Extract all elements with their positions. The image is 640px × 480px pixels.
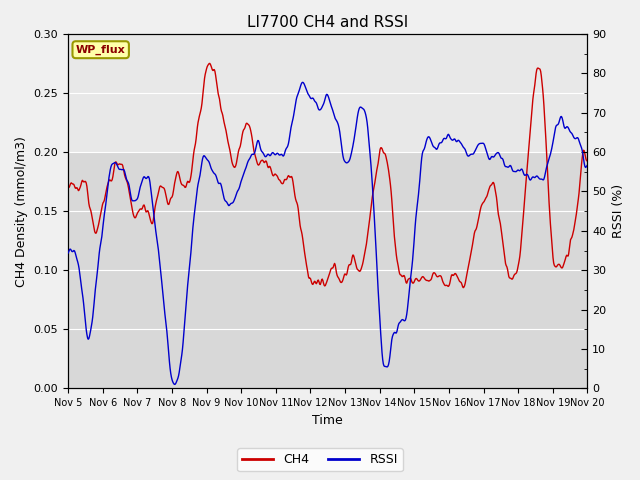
RSSI	[584, 162, 591, 168]
RSSI	[96, 245, 104, 251]
RSSI	[299, 79, 307, 85]
RSSI	[367, 162, 375, 168]
CH4	[460, 285, 467, 290]
CH4	[380, 150, 388, 156]
CH4	[459, 284, 467, 289]
X-axis label: Time: Time	[312, 414, 343, 427]
CH4	[367, 211, 374, 217]
RSSI	[396, 319, 404, 325]
Line: RSSI: RSSI	[68, 82, 588, 384]
CH4	[206, 60, 214, 66]
Legend: CH4, RSSI: CH4, RSSI	[237, 448, 403, 471]
Title: LI7700 CH4 and RSSI: LI7700 CH4 and RSSI	[247, 15, 408, 30]
RSSI	[513, 168, 520, 174]
RSSI	[381, 363, 388, 369]
Y-axis label: RSSI (%): RSSI (%)	[612, 184, 625, 238]
CH4	[513, 270, 520, 276]
Y-axis label: CH4 Density (mmol/m3): CH4 Density (mmol/m3)	[15, 136, 28, 287]
Bar	[68, 34, 588, 152]
RSSI	[460, 144, 467, 150]
CH4	[64, 185, 72, 191]
CH4	[96, 215, 104, 221]
CH4	[396, 271, 403, 276]
Line: CH4: CH4	[68, 63, 588, 288]
RSSI	[64, 250, 72, 256]
Text: WP_flux: WP_flux	[76, 45, 125, 55]
RSSI	[171, 382, 179, 387]
CH4	[584, 158, 591, 164]
